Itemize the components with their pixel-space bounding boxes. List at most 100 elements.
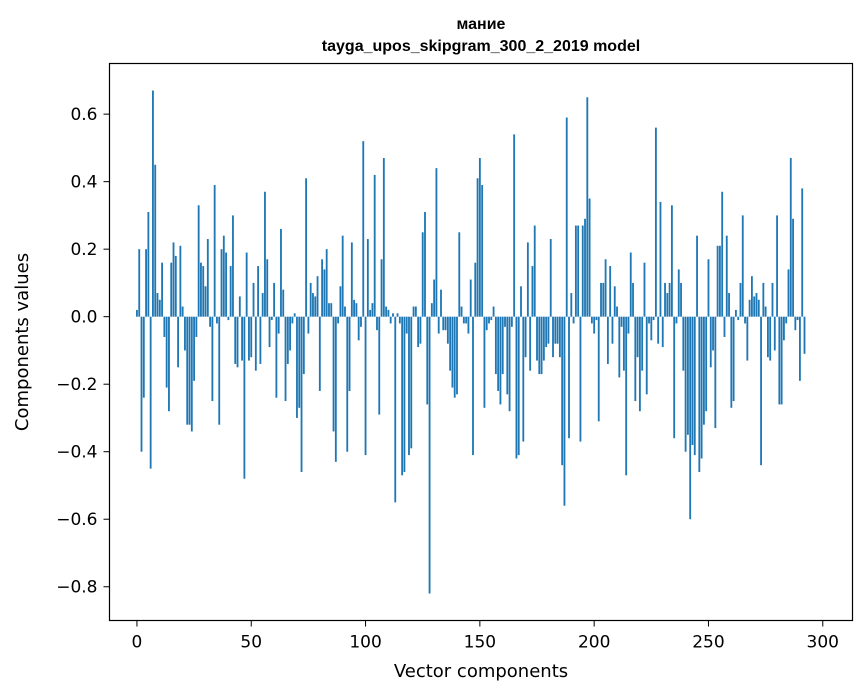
bar-67 [289, 316, 292, 351]
chart-subtitle: tayga_upos_skipgram_300_2_2019 model [322, 38, 640, 55]
bar-125 [421, 232, 424, 317]
x-tick-label: 100 [349, 633, 381, 653]
bar-88 [337, 316, 340, 324]
bar-207 [609, 266, 612, 317]
bar-4 [145, 249, 147, 317]
bar-124 [419, 316, 422, 344]
bar-109 [385, 306, 388, 317]
y-tick-label: −0.8 [56, 578, 97, 598]
x-axis-ticks: 0 50 100 150 200 250 300 [132, 620, 839, 653]
bar-31 [206, 239, 209, 317]
bar-223 [645, 316, 648, 395]
bar-80 [318, 316, 321, 391]
bar-277 [769, 316, 772, 361]
bar-272 [757, 299, 760, 317]
bar-61 [275, 316, 278, 398]
bar-190 [570, 293, 573, 317]
bar-229 [659, 201, 662, 317]
bar-117 [403, 316, 406, 472]
bar-134 [442, 316, 445, 331]
bar-246 [698, 316, 701, 472]
bar-131 [435, 168, 438, 317]
bar-73 [302, 316, 305, 375]
bar-115 [398, 316, 401, 324]
bar-142 [460, 306, 463, 317]
bar-270 [753, 296, 756, 317]
bar-160 [501, 316, 504, 375]
x-tick-label: 150 [464, 633, 496, 653]
bar-189 [568, 316, 570, 439]
bar-197 [586, 97, 589, 317]
bar-268 [748, 299, 751, 317]
bar-238 [680, 282, 682, 317]
bar-145 [467, 316, 470, 334]
bar-127 [426, 316, 429, 405]
bar-184 [556, 316, 559, 344]
bar-266 [744, 316, 746, 324]
bar-47 [243, 316, 246, 479]
bar-9 [156, 293, 159, 317]
chart-title: мание [457, 16, 506, 33]
bar-206 [606, 316, 609, 364]
bar-95 [353, 299, 356, 317]
bar-79 [316, 276, 319, 317]
bar-226 [652, 316, 655, 321]
bar-71 [298, 316, 301, 408]
bar-153 [485, 316, 488, 331]
bar-151 [481, 185, 484, 317]
bar-7 [152, 90, 154, 317]
bar-214 [625, 316, 628, 476]
bar-92 [346, 316, 349, 452]
bar-45 [238, 296, 241, 317]
bar-267 [746, 316, 749, 361]
bar-29 [202, 266, 205, 317]
bar-141 [458, 232, 461, 317]
bar-107 [380, 259, 383, 317]
bar-18 [177, 316, 179, 368]
bar-209 [613, 286, 616, 317]
bar-34 [213, 185, 216, 317]
bar-194 [579, 316, 582, 442]
bar-193 [577, 225, 580, 317]
bar-260 [730, 316, 733, 408]
bar-290 [799, 316, 801, 381]
bar-59 [270, 316, 273, 321]
bar-38 [222, 235, 225, 317]
bar-51 [252, 282, 255, 317]
bar-239 [682, 316, 685, 371]
bar-56 [264, 191, 266, 317]
bar-22 [186, 316, 189, 425]
x-tick-label: 50 [240, 633, 262, 653]
bar-1 [138, 249, 141, 317]
bar-74 [305, 178, 308, 317]
bar-150 [478, 158, 481, 317]
bar-247 [700, 316, 703, 459]
bar-137 [449, 316, 452, 371]
bar-81 [321, 259, 324, 317]
bar-126 [424, 212, 426, 317]
bar-3 [142, 316, 145, 398]
bar-2 [140, 316, 143, 452]
bar-288 [794, 316, 797, 331]
bar-225 [650, 316, 653, 341]
bar-64 [282, 289, 285, 317]
bar-13 [165, 316, 168, 388]
bar-158 [497, 316, 500, 391]
bar-16 [172, 242, 175, 317]
bar-196 [584, 218, 586, 317]
bar-122 [414, 306, 417, 317]
bar-232 [666, 293, 669, 317]
bar-202 [597, 316, 600, 422]
bar-42 [232, 215, 234, 317]
bar-119 [408, 316, 410, 456]
bar-220 [638, 316, 641, 412]
bar-254 [716, 245, 719, 317]
bar-152 [483, 316, 486, 408]
bar-98 [360, 316, 362, 327]
bar-46 [241, 316, 244, 361]
bar-204 [602, 282, 605, 317]
bar-83 [325, 249, 328, 317]
bar-283 [783, 316, 785, 341]
bar-171 [526, 242, 529, 317]
bar-5 [147, 212, 150, 317]
